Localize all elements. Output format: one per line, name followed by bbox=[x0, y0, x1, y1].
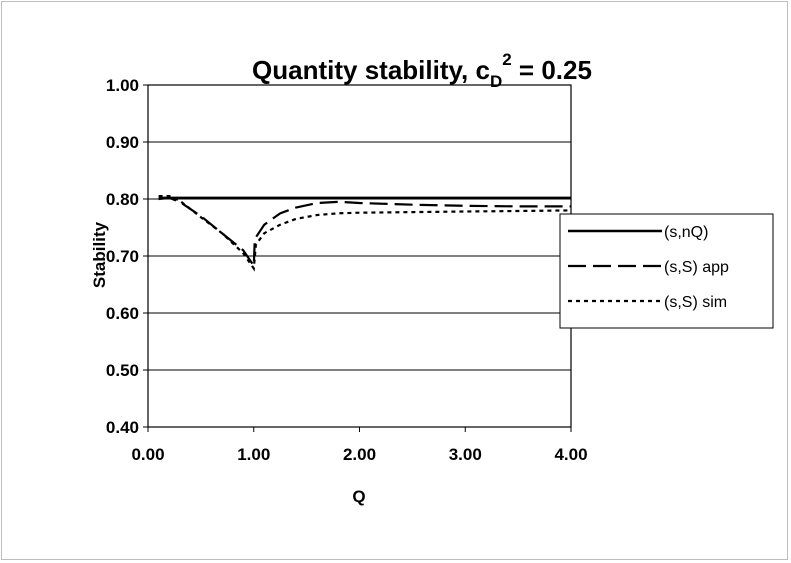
y-tick-label: 0.40 bbox=[106, 418, 139, 437]
x-axis-label: Q bbox=[352, 487, 365, 506]
chart-title: Quantity stability, cD2 = 0.25 bbox=[252, 50, 592, 91]
series-lines bbox=[158, 195, 572, 272]
legend: (s,nQ) (s,S) app (s,S) sim bbox=[559, 213, 774, 329]
legend-label: (s,nQ) bbox=[664, 224, 708, 241]
series-line-dashed bbox=[158, 196, 571, 270]
y-tick-label: 1.00 bbox=[106, 76, 139, 95]
chart-title-tail: = 0.25 bbox=[512, 55, 592, 85]
legend-label: (s,S) sim bbox=[664, 294, 727, 311]
y-tick-label: 0.90 bbox=[106, 133, 139, 152]
x-tick-label: 3.00 bbox=[449, 445, 482, 464]
y-tick-label: 0.80 bbox=[106, 190, 139, 209]
legend-label: (s,S) app bbox=[664, 259, 729, 276]
y-tick-label: 0.50 bbox=[106, 361, 139, 380]
x-tick-label: 2.00 bbox=[343, 445, 376, 464]
gridlines bbox=[148, 141, 571, 371]
x-tick-label: 0.00 bbox=[131, 445, 164, 464]
chart-title-superscript: 2 bbox=[502, 50, 511, 69]
series-line-dotted bbox=[158, 195, 572, 272]
x-tick-label: 4.00 bbox=[554, 445, 587, 464]
legend-box bbox=[559, 213, 774, 329]
chart-title-main: Quantity stability, c bbox=[252, 55, 490, 85]
x-axis: 0.00 1.00 2.00 3.00 4.00 bbox=[131, 427, 588, 464]
y-tick-label: 0.60 bbox=[106, 304, 139, 323]
x-tick-label: 1.00 bbox=[237, 445, 270, 464]
y-axis: 0.40 0.50 0.60 0.70 0.80 0.90 1.00 bbox=[106, 76, 148, 437]
y-axis-label: Stability bbox=[90, 221, 109, 288]
chart-title-subscript: D bbox=[490, 72, 502, 91]
y-tick-label: 0.70 bbox=[106, 247, 139, 266]
